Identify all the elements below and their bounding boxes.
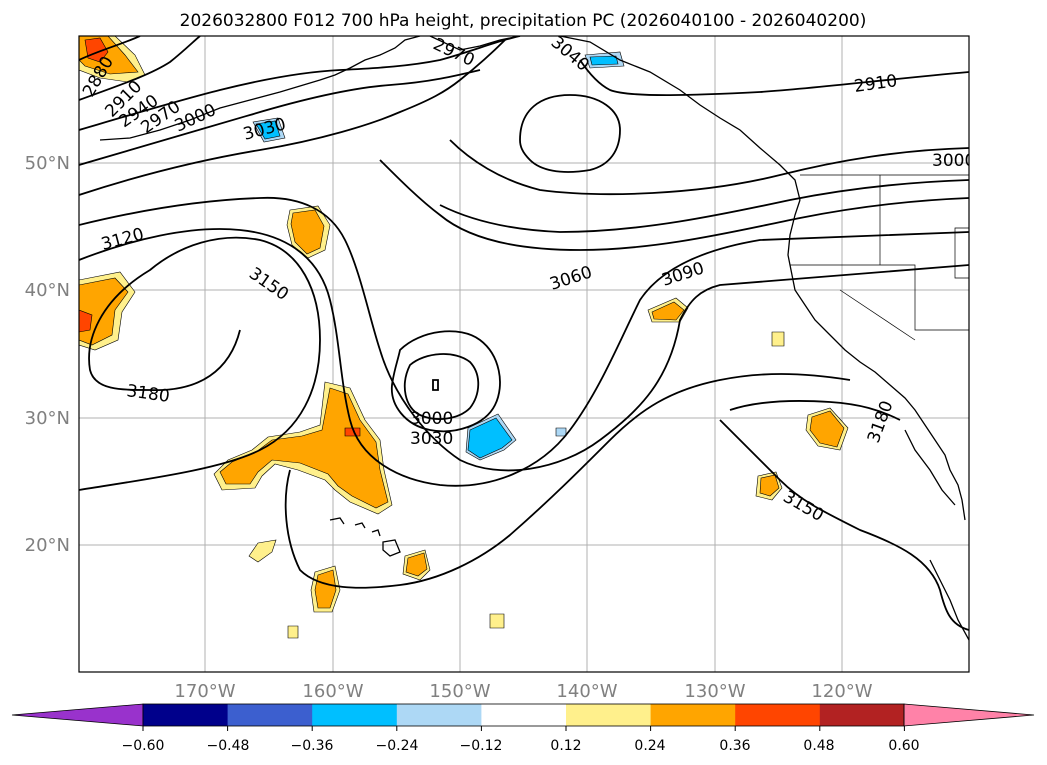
colorbar-segment <box>650 704 736 726</box>
lat-label: 40°N <box>25 280 70 301</box>
colorbar-ticks: −0.60 −0.48 −0.36 −0.24 −0.12 0.12 0.24 … <box>122 738 920 754</box>
colorbar-segment <box>312 704 398 726</box>
contour-line <box>391 330 501 433</box>
lon-label: 140°W <box>556 681 617 702</box>
hawaii <box>329 517 345 525</box>
precip-region <box>405 552 428 577</box>
precip-region <box>555 427 567 437</box>
colorbar-frame <box>142 703 905 727</box>
contour-line <box>79 39 506 196</box>
coastlines <box>99 36 969 641</box>
precip-region <box>489 613 505 629</box>
colorbar-extend-low <box>11 703 144 727</box>
contour-line <box>719 419 969 631</box>
precip-region <box>809 410 845 448</box>
contour-line <box>79 228 969 487</box>
contour-line <box>432 379 439 391</box>
precip-region <box>589 55 619 66</box>
contour-line <box>403 353 480 420</box>
lon-label: 120°W <box>811 681 872 702</box>
colorbar-tick-label: −0.24 <box>376 738 419 754</box>
precip-region <box>255 120 281 140</box>
contour-line <box>79 36 521 131</box>
colorbar-segment <box>227 704 313 726</box>
colorbar-tick-label: 0.36 <box>719 738 750 754</box>
precip-region <box>248 539 277 563</box>
colorbar-segment <box>396 704 482 726</box>
lon-label: 130°W <box>684 681 745 702</box>
lat-label: 20°N <box>25 535 70 556</box>
aleutian-coast <box>99 36 421 141</box>
colorbar-tick-label: −0.60 <box>122 738 165 754</box>
contour-line <box>449 139 969 195</box>
precip-region <box>84 37 109 63</box>
lon-label: 170°W <box>174 681 235 702</box>
contour-line <box>729 400 901 421</box>
colorbar-tick-label: −0.36 <box>291 738 334 754</box>
hawaii <box>354 522 366 529</box>
contour-line <box>579 59 969 97</box>
contour-line <box>79 196 969 472</box>
map-area <box>79 36 969 672</box>
figure-title: 2026032800 F012 700 hPa height, precipit… <box>180 11 867 31</box>
colorbar-tick-label: 0.48 <box>803 738 834 754</box>
contour-label: 3000 <box>410 409 453 429</box>
contour-line <box>519 94 621 173</box>
contour-line <box>284 373 851 589</box>
lat-label: 30°N <box>25 408 70 429</box>
panhandle-coast <box>559 36 801 201</box>
precip-shading <box>79 36 849 639</box>
border <box>839 289 916 341</box>
colorbar-segment <box>481 704 567 726</box>
colorbar-tick-label: −0.12 <box>460 738 503 754</box>
precip-region <box>467 417 513 459</box>
colorbar-segment <box>735 704 821 726</box>
colorbar-tick-label: 0.12 <box>550 738 581 754</box>
colorbar-segment <box>143 704 229 726</box>
colorbar-tick-label: 0.60 <box>888 738 919 754</box>
colorbar-tick-label: 0.24 <box>634 738 665 754</box>
precip-region <box>290 209 325 255</box>
precip-region <box>314 569 337 609</box>
colorbar-segment <box>819 704 905 726</box>
lat-labels: 50°N 40°N 30°N 20°N <box>25 153 70 556</box>
precip-region <box>287 625 299 639</box>
lon-label: 160°W <box>302 681 363 702</box>
colorbar-tick-label: −0.48 <box>207 738 250 754</box>
contour-line <box>439 179 969 233</box>
precip-region <box>759 474 780 497</box>
contour-line <box>379 159 969 251</box>
colorbar-segment <box>566 704 652 726</box>
precip-region <box>771 331 785 347</box>
contour-line <box>79 36 141 61</box>
baja-coast <box>904 429 956 506</box>
height-contours <box>79 36 969 631</box>
gridlines <box>79 36 969 672</box>
contour-line <box>79 69 481 166</box>
contour-label: 3030 <box>410 429 453 449</box>
map-frame <box>78 35 970 673</box>
colorbar-extend-high <box>903 703 1035 727</box>
lon-label: 150°W <box>429 681 490 702</box>
border <box>954 227 969 279</box>
hawaii <box>371 529 381 537</box>
precip-region <box>79 309 93 333</box>
border <box>790 264 969 331</box>
precip-region <box>651 301 685 321</box>
hawaii <box>382 539 401 557</box>
precip-region <box>344 427 361 437</box>
precip-region <box>219 387 389 509</box>
lon-labels: 170°W 160°W 150°W 140°W 130°W 120°W <box>174 681 872 702</box>
contour-line <box>79 236 321 491</box>
colorbar <box>11 703 1035 731</box>
contour-label: 3000 <box>932 151 975 171</box>
lat-label: 50°N <box>25 153 70 174</box>
contour-line <box>79 36 201 101</box>
